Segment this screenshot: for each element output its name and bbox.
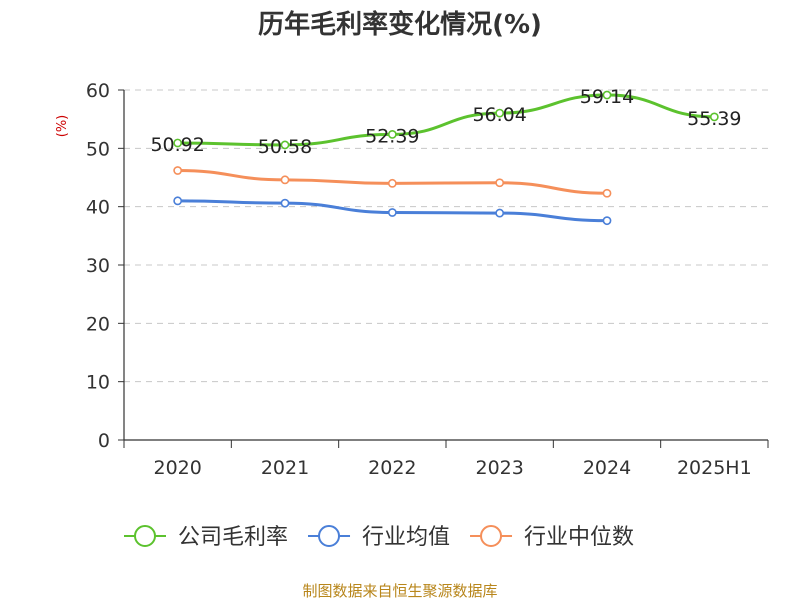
y-tick-label: 50 [86, 138, 110, 160]
y-tick-label: 10 [86, 372, 110, 394]
data-point [173, 166, 183, 175]
data-point [495, 108, 505, 118]
legend-marker [318, 525, 341, 547]
legend-label: 行业均值 [362, 525, 450, 550]
data-label: 55.39 [687, 108, 741, 130]
data-point [495, 208, 505, 218]
data-label: 52.39 [365, 125, 419, 147]
y-axis-unit: (%) [55, 115, 70, 138]
data-point [173, 138, 183, 148]
data-point [709, 112, 719, 122]
data-point [387, 178, 397, 188]
data-point [280, 175, 290, 185]
source-note: 制图数据来自恒生聚源数据库 [302, 582, 497, 600]
data-point [602, 90, 612, 100]
data-point [387, 129, 397, 139]
y-tick-label: 0 [98, 430, 110, 452]
axes: 0 10 20 30 40 50 60 2020 2021 2022 2023 2024 2025H1 [86, 80, 769, 479]
data-point [387, 208, 397, 217]
x-tick-label: 2022 [368, 457, 416, 479]
y-tick-label: 60 [86, 80, 110, 102]
data-label: 56.04 [472, 104, 526, 126]
data-point [280, 140, 290, 150]
legend-label: 行业中位数 [524, 525, 634, 550]
legend-marker [480, 525, 503, 547]
data-point [280, 198, 290, 208]
y-tick-label: 30 [86, 255, 110, 277]
x-tick-label: 2023 [475, 457, 523, 479]
gridlines [124, 89, 768, 383]
series-lines [173, 90, 719, 226]
y-tick-label: 40 [86, 197, 110, 219]
data-labels: 50.92 50.58 52.39 56.04 59.14 55.39 [150, 86, 741, 158]
legend-item-0: 公司毛利率 [124, 525, 288, 550]
data-label: 50.58 [258, 136, 312, 158]
data-point [173, 196, 183, 206]
legend-item-1: 行业均值 [308, 525, 450, 550]
legend: 公司毛利率 行业均值 行业中位数 [124, 525, 634, 550]
data-point [495, 178, 505, 188]
x-tick-label: 2020 [153, 457, 201, 479]
chart-title: 历年毛利率变化情况(%) [258, 9, 542, 40]
x-tick-label: 2021 [261, 457, 309, 479]
y-tick-label: 20 [86, 313, 110, 335]
legend-label: 公司毛利率 [178, 525, 288, 550]
legend-marker [134, 525, 156, 547]
series-line-0 [177, 93, 715, 147]
legend-item-2: 行业中位数 [470, 525, 634, 550]
x-tick-label: 2025H1 [677, 457, 752, 479]
data-label: 50.92 [150, 134, 204, 156]
data-point [602, 188, 612, 198]
data-label: 59.14 [580, 86, 634, 108]
x-tick-label: 2024 [583, 457, 631, 479]
data-point [602, 216, 612, 226]
